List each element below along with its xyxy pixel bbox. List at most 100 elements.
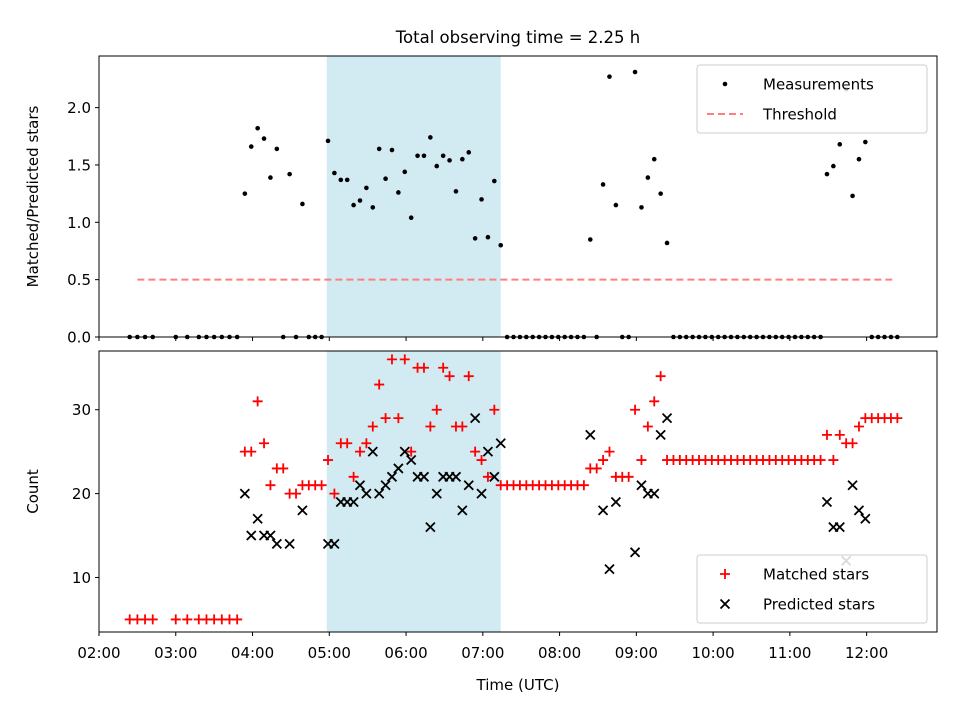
data-point bbox=[402, 169, 408, 175]
data-point bbox=[482, 446, 494, 457]
data-point bbox=[431, 404, 442, 415]
y-tick-label: 0.5 bbox=[67, 271, 91, 289]
data-point bbox=[265, 530, 276, 541]
data-point bbox=[147, 614, 158, 625]
data-point bbox=[361, 488, 372, 499]
data-point bbox=[406, 446, 417, 457]
data-point bbox=[578, 480, 589, 491]
data-point bbox=[386, 471, 398, 482]
data-point bbox=[604, 446, 615, 457]
y-tick-label: 0.0 bbox=[67, 329, 91, 347]
data-point bbox=[850, 193, 855, 199]
data-point bbox=[354, 446, 365, 457]
data-point bbox=[847, 438, 858, 449]
data-point bbox=[853, 505, 865, 516]
data-point bbox=[425, 421, 436, 432]
data-point bbox=[834, 429, 845, 440]
data-point bbox=[815, 455, 826, 466]
data-point bbox=[591, 463, 602, 474]
legend-label: Threshold bbox=[762, 106, 837, 124]
data-point bbox=[440, 153, 446, 159]
data-point bbox=[629, 547, 641, 558]
data-point bbox=[259, 438, 270, 449]
data-point bbox=[587, 237, 593, 242]
legend-label: Predicted stars bbox=[763, 596, 875, 614]
data-point bbox=[271, 538, 282, 550]
data-point bbox=[457, 421, 468, 432]
x-tick-label: 04:00 bbox=[231, 644, 274, 662]
data-point bbox=[632, 69, 638, 75]
data-point bbox=[297, 505, 308, 516]
data-point bbox=[338, 177, 344, 183]
data-point bbox=[418, 471, 430, 482]
data-point bbox=[636, 480, 647, 491]
data-point bbox=[376, 146, 382, 152]
data-point bbox=[408, 215, 414, 221]
y-tick-label: 1.0 bbox=[67, 214, 91, 232]
data-point bbox=[860, 513, 871, 524]
data-point bbox=[824, 171, 830, 177]
data-point bbox=[361, 438, 372, 449]
legend-measurement-swatch bbox=[722, 81, 728, 87]
legend-predicted-swatch bbox=[719, 598, 731, 610]
y-axis-label: Count bbox=[24, 469, 42, 514]
data-point bbox=[380, 413, 391, 424]
data-point bbox=[386, 354, 397, 365]
data-point bbox=[383, 176, 388, 182]
data-point bbox=[261, 136, 267, 141]
data-point bbox=[255, 125, 260, 131]
data-point bbox=[399, 446, 410, 457]
data-point bbox=[636, 455, 647, 466]
y-tick-label: 1.5 bbox=[67, 156, 91, 174]
data-point bbox=[246, 446, 257, 457]
shaded-span bbox=[326, 56, 501, 337]
data-point bbox=[863, 139, 868, 145]
data-point bbox=[357, 198, 363, 203]
data-point bbox=[415, 153, 420, 159]
data-point bbox=[252, 396, 263, 407]
legend: Matched stars Predicted stars bbox=[696, 554, 928, 624]
data-point bbox=[252, 513, 263, 524]
data-point bbox=[406, 454, 417, 466]
data-point bbox=[450, 471, 462, 482]
data-point bbox=[248, 144, 254, 149]
x-tick-label: 03:00 bbox=[154, 644, 197, 662]
x-tick-label: 05:00 bbox=[308, 644, 351, 662]
legend-matched-swatch bbox=[720, 569, 730, 579]
data-point bbox=[664, 240, 670, 246]
data-point bbox=[661, 412, 673, 424]
data-point bbox=[821, 496, 833, 508]
data-point bbox=[489, 404, 500, 415]
data-point bbox=[470, 446, 481, 457]
data-point bbox=[597, 505, 609, 516]
data-point bbox=[291, 488, 302, 499]
data-point bbox=[856, 156, 862, 162]
data-point bbox=[476, 455, 487, 466]
data-point bbox=[287, 171, 292, 177]
data-point bbox=[396, 190, 401, 195]
data-point bbox=[470, 412, 481, 424]
axes-frame bbox=[98, 350, 938, 633]
data-point bbox=[329, 488, 340, 499]
x-tick-label: 06:00 bbox=[384, 644, 427, 662]
data-point bbox=[232, 614, 243, 625]
data-point bbox=[598, 455, 609, 466]
y-tick-label: 30 bbox=[72, 401, 91, 419]
data-point bbox=[476, 488, 487, 499]
data-point bbox=[447, 158, 452, 163]
data-point bbox=[380, 480, 391, 491]
data-point bbox=[393, 463, 404, 474]
data-point bbox=[655, 429, 666, 441]
data-point bbox=[639, 205, 644, 210]
data-point bbox=[325, 138, 331, 144]
x-tick-label: 09:00 bbox=[615, 644, 658, 662]
data-point bbox=[431, 488, 442, 499]
data-point bbox=[479, 197, 484, 202]
data-point bbox=[428, 135, 433, 140]
data-point bbox=[329, 538, 340, 550]
data-point bbox=[831, 163, 836, 169]
data-point bbox=[613, 202, 619, 208]
x-tick-label: 10:00 bbox=[691, 644, 734, 662]
x-tick-label: 07:00 bbox=[461, 644, 504, 662]
